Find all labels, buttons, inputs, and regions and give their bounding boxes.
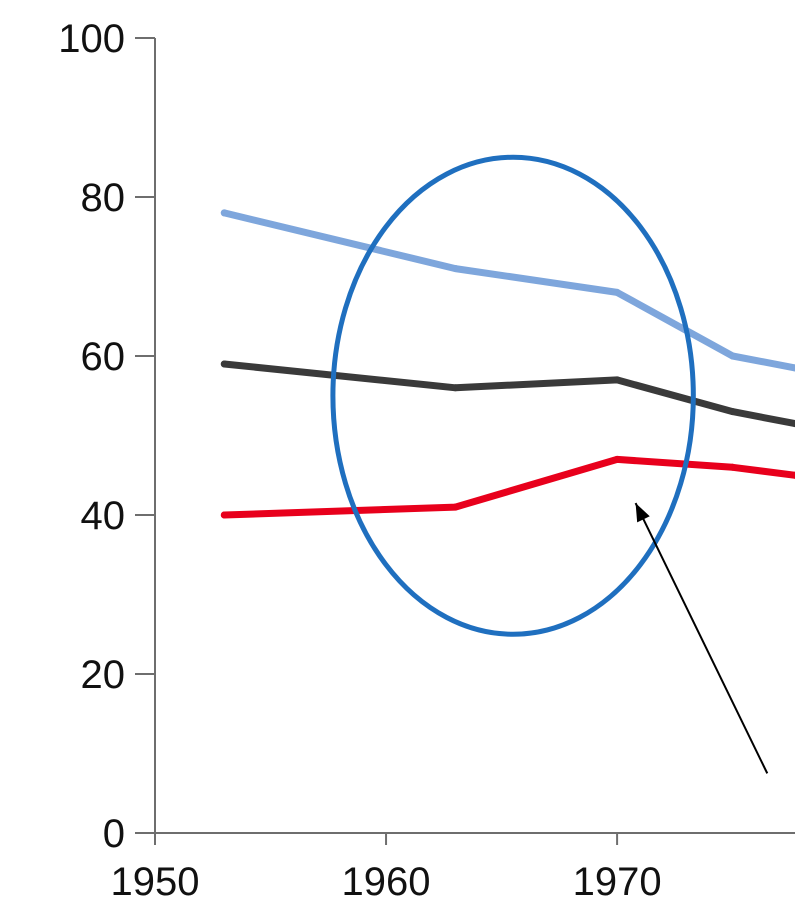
data-point <box>613 376 621 384</box>
data-point <box>791 364 795 372</box>
y-tick-label: 60 <box>81 335 126 379</box>
data-point <box>791 471 795 479</box>
data-point <box>220 209 228 217</box>
data-point <box>451 384 459 392</box>
annotation-arrow-line <box>634 502 769 774</box>
annotations <box>330 154 769 774</box>
series-line-1 <box>220 209 795 372</box>
data-point <box>220 511 228 519</box>
series-line-3 <box>220 455 795 519</box>
axes <box>154 38 795 834</box>
x-tick-label: 1950 <box>111 860 200 904</box>
data-point <box>791 420 795 428</box>
y-tick-label: 100 <box>58 17 125 61</box>
y-tick-label: 80 <box>81 176 126 220</box>
data-point <box>613 455 621 463</box>
y-tick-label: 0 <box>103 812 125 856</box>
y-ticks: 0 20 40 60 80 100 <box>58 17 155 856</box>
annotation-arrow-head <box>635 503 650 523</box>
data-point <box>220 360 228 368</box>
data-point <box>451 265 459 273</box>
x-tick-label: 1960 <box>342 860 431 904</box>
x-tick-label: 1970 <box>573 860 662 904</box>
series-line-2 <box>220 360 795 428</box>
data-point <box>729 463 737 471</box>
series-lines <box>220 209 795 519</box>
data-point <box>729 408 737 416</box>
data-point <box>451 503 459 511</box>
highlight-ellipse <box>330 154 696 637</box>
y-tick-label: 20 <box>81 653 126 697</box>
data-point <box>613 288 621 296</box>
y-tick-label: 40 <box>81 494 126 538</box>
x-ticks: 1950 1960 1970 <box>111 833 662 904</box>
data-point <box>729 352 737 360</box>
